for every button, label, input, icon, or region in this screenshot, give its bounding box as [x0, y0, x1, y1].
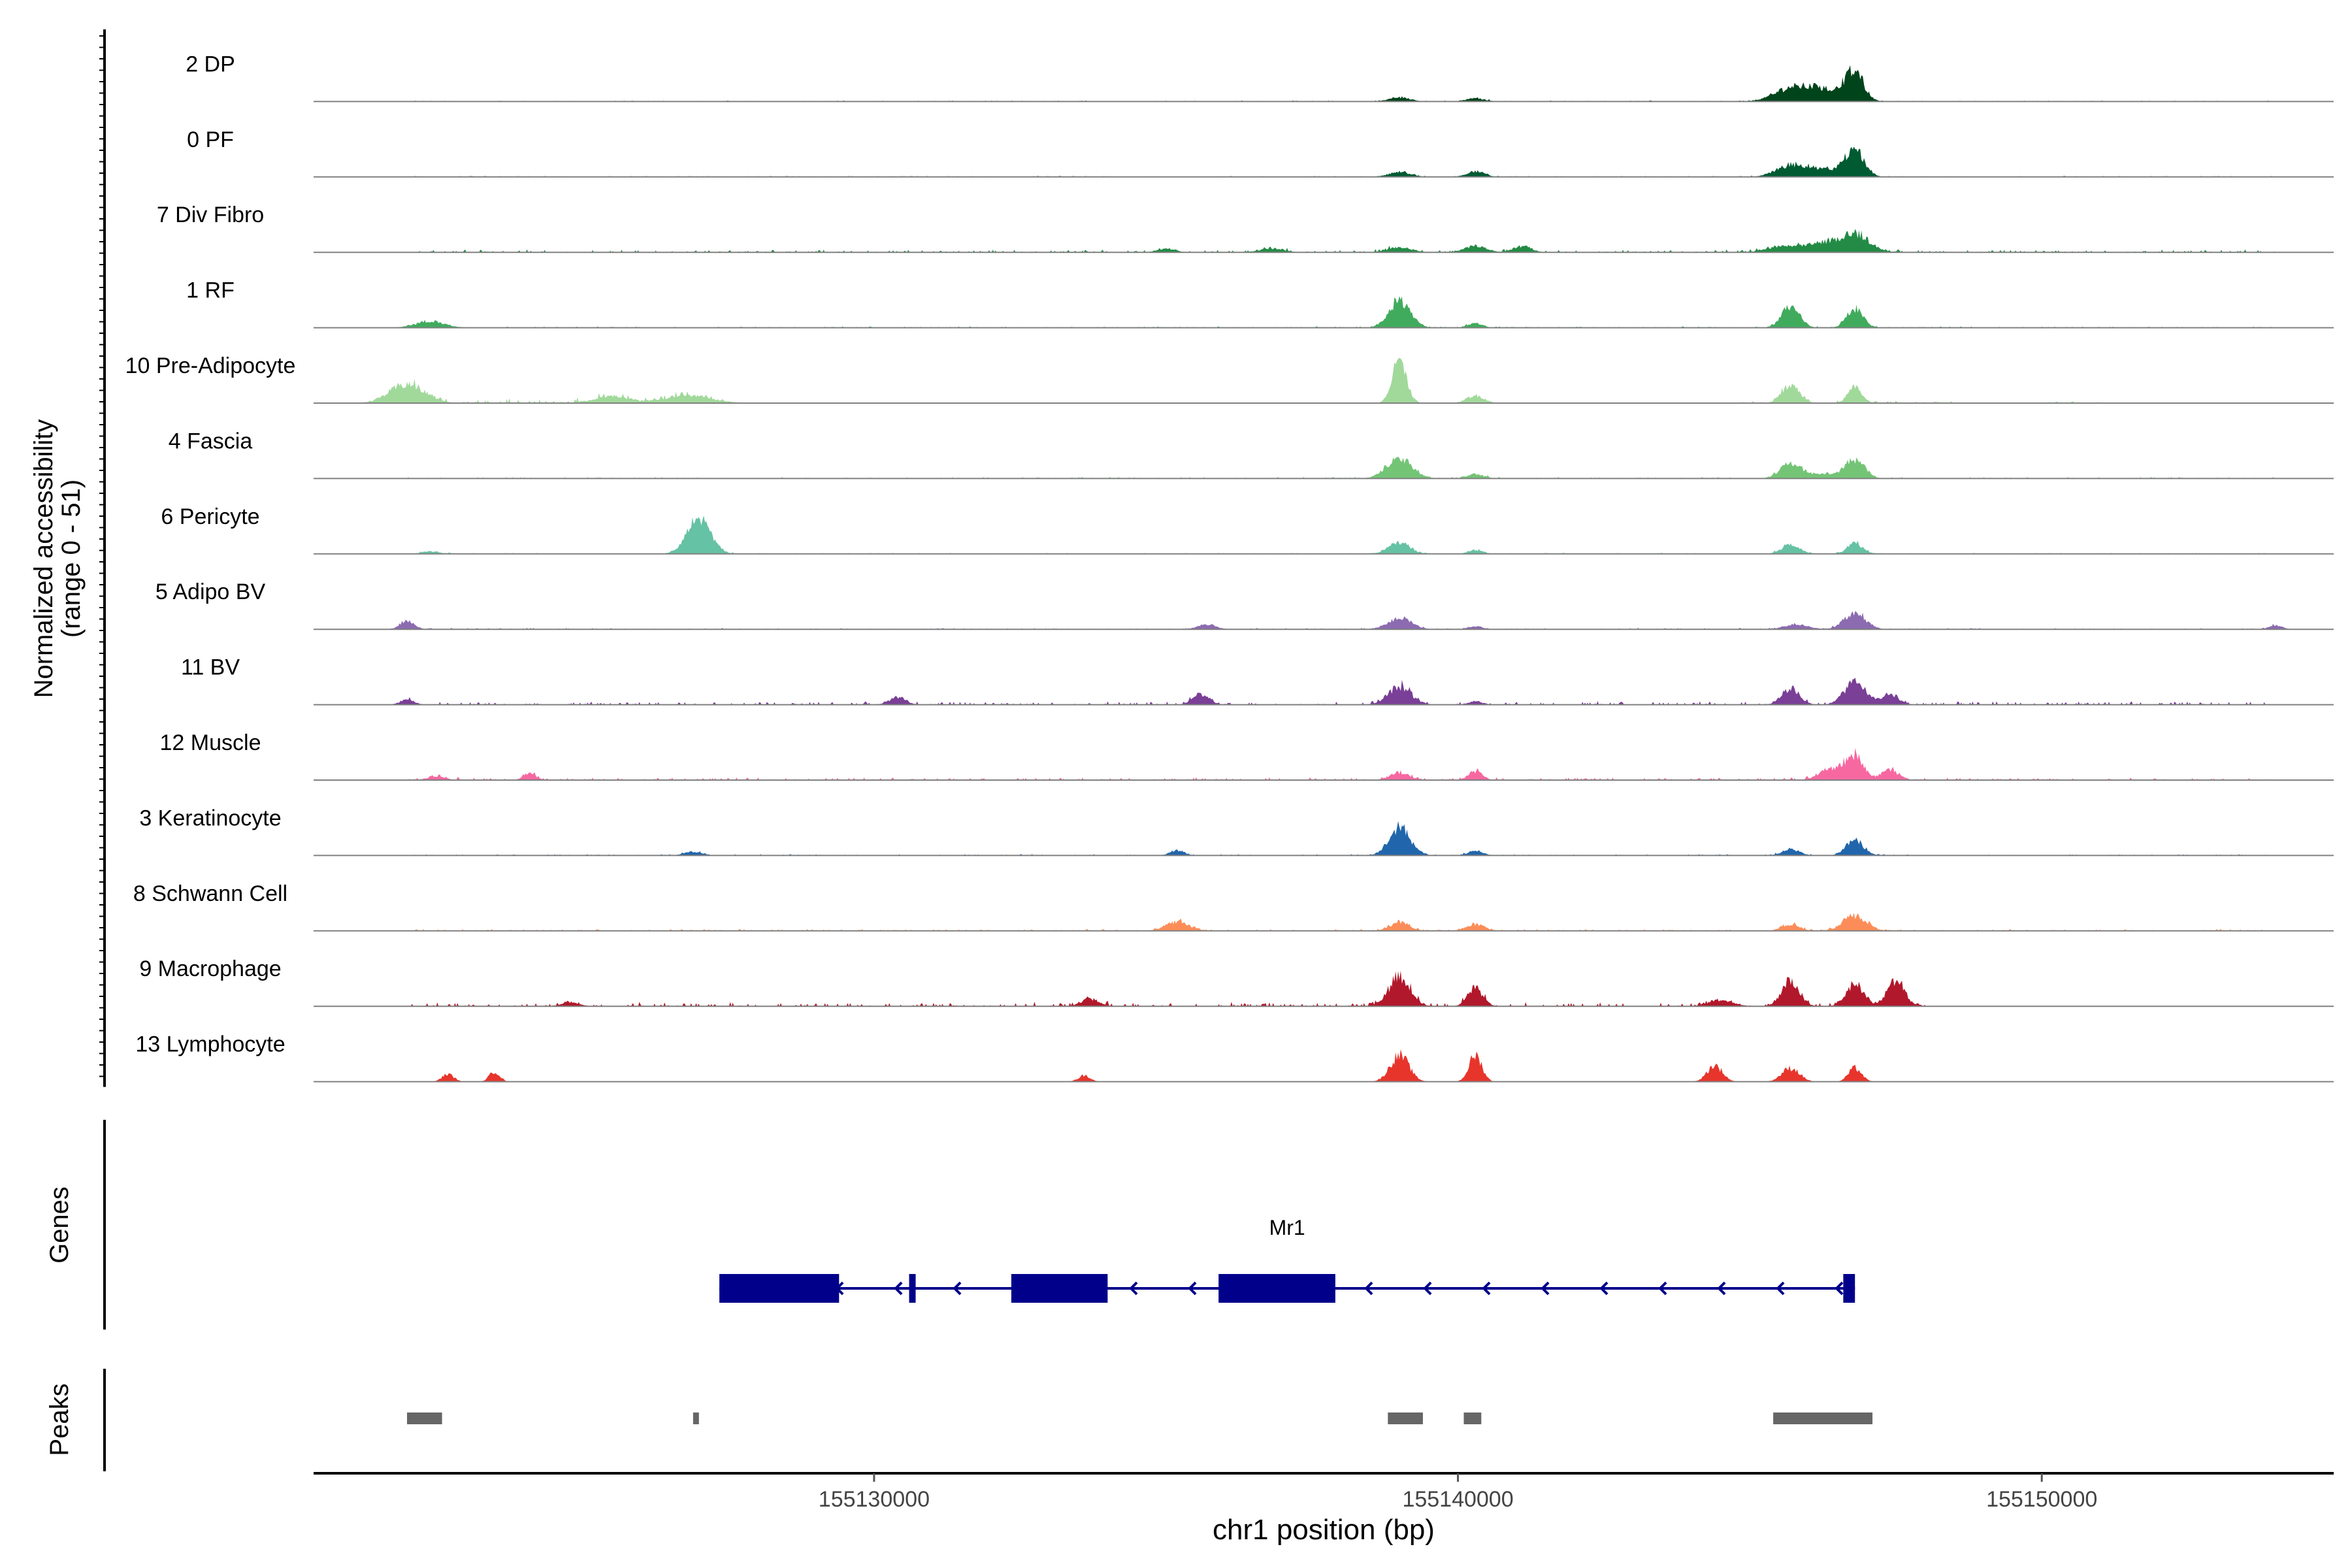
coverage-y-axis — [99, 29, 106, 1087]
peak-region — [693, 1413, 699, 1424]
track-label: 10 Pre-Adipocyte — [125, 353, 296, 378]
peaks-panel-label: Peaks — [45, 1383, 74, 1456]
strand-arrow — [953, 1281, 962, 1296]
coverage-area — [314, 229, 2334, 253]
coverage-area — [314, 821, 2334, 856]
coverage-y-axis-range-label: (range 0 - 51) — [57, 480, 86, 638]
track-1-rf: 1 RF — [186, 278, 2334, 329]
coverage-tracks: 2 DP 0 PF 7 Div Fibro 1 RF 10 Pre-Adipocyte 4… — [125, 52, 2334, 1083]
x-axis-ticks: 155130000 155140000 155150000 — [819, 1473, 2097, 1512]
coverage-area — [314, 1049, 2334, 1082]
strand-arrow — [1364, 1281, 1373, 1296]
track-label: 8 Schwann Cell — [133, 881, 287, 906]
coverage-area — [314, 678, 2334, 705]
coverage-area — [314, 913, 2334, 931]
track-3-keratinocyte: 3 Keratinocyte — [139, 806, 2334, 857]
track-9-macrophage: 9 Macrophage — [139, 956, 2334, 1007]
peak-region — [1463, 1413, 1482, 1424]
strand-arrow — [1188, 1281, 1197, 1296]
track-13-lymphocyte: 13 Lymphocyte — [135, 1032, 2334, 1083]
track-4-fascia: 4 Fascia — [169, 429, 2334, 480]
track-label: 9 Macrophage — [139, 956, 281, 981]
gene-exon — [1011, 1274, 1108, 1303]
coverage-area — [314, 146, 2334, 177]
strand-arrow — [1541, 1281, 1550, 1296]
coverage-area — [314, 747, 2334, 780]
x-tick-label: 155130000 — [819, 1487, 930, 1512]
strand-arrow — [1835, 1281, 1844, 1296]
track-label: 2 DP — [186, 52, 235, 76]
coverage-area — [314, 970, 2334, 1007]
coverage-area — [314, 296, 2334, 328]
peak-region — [1388, 1413, 1423, 1424]
track-label: 12 Muscle — [160, 730, 261, 755]
coverage-area — [314, 457, 2334, 479]
gene-exon — [909, 1274, 916, 1303]
x-tick-label: 155140000 — [1402, 1487, 1513, 1512]
track-7-div-fibro: 7 Div Fibro — [157, 203, 2334, 253]
track-10-pre-adipocyte: 10 Pre-Adipocyte — [125, 353, 2334, 404]
strand-arrow — [1129, 1281, 1138, 1296]
track-label: 11 BV — [181, 655, 240, 680]
x-axis-label: chr1 position (bp) — [1213, 1514, 1435, 1546]
gene-name-label: Mr1 — [1269, 1216, 1305, 1239]
gene-exon — [719, 1274, 840, 1303]
track-label: 3 Keratinocyte — [139, 806, 281, 830]
peak-region — [406, 1413, 442, 1424]
track-label: 1 RF — [186, 278, 235, 303]
coverage-y-axis-label: Normalized accessibility — [29, 419, 58, 698]
gene-exon — [1843, 1274, 1855, 1303]
peak-region — [1773, 1413, 1873, 1424]
gene-track: Mr1 — [719, 1216, 1855, 1303]
track-label: 0 PF — [187, 127, 234, 152]
strand-arrow — [1658, 1281, 1667, 1296]
gene-mr1: Mr1 — [719, 1216, 1855, 1303]
strand-arrow — [1717, 1281, 1726, 1296]
track-label: 5 Adipo BV — [155, 580, 266, 604]
coverage-area — [314, 357, 2334, 403]
coverage-area — [314, 611, 2334, 630]
track-label: 7 Div Fibro — [157, 203, 264, 227]
strand-arrow — [1482, 1281, 1491, 1296]
track-12-muscle: 12 Muscle — [160, 730, 2334, 781]
track-label: 4 Fascia — [169, 429, 253, 453]
strand-arrow — [1423, 1281, 1432, 1296]
track-2-dp: 2 DP — [186, 52, 2334, 103]
gene-exon — [1218, 1274, 1335, 1303]
coverage-area — [314, 515, 2334, 554]
coverage-area — [314, 65, 2334, 102]
track-5-adipo-bv: 5 Adipo BV — [155, 580, 2334, 630]
track-6-pericyte: 6 Pericyte — [161, 504, 2334, 555]
track-11-bv: 11 BV — [181, 655, 2334, 706]
genes-panel-label: Genes — [45, 1186, 74, 1264]
strand-arrow — [1599, 1281, 1609, 1296]
track-0-pf: 0 PF — [187, 127, 2334, 178]
peak-regions-track — [406, 1413, 1873, 1424]
track-8-schwann-cell: 8 Schwann Cell — [133, 881, 2334, 932]
strand-arrow — [894, 1281, 903, 1296]
track-label: 6 Pericyte — [161, 504, 259, 529]
x-tick-label: 155150000 — [1986, 1487, 2097, 1512]
strand-arrow — [1776, 1281, 1785, 1296]
track-label: 13 Lymphocyte — [135, 1032, 285, 1057]
